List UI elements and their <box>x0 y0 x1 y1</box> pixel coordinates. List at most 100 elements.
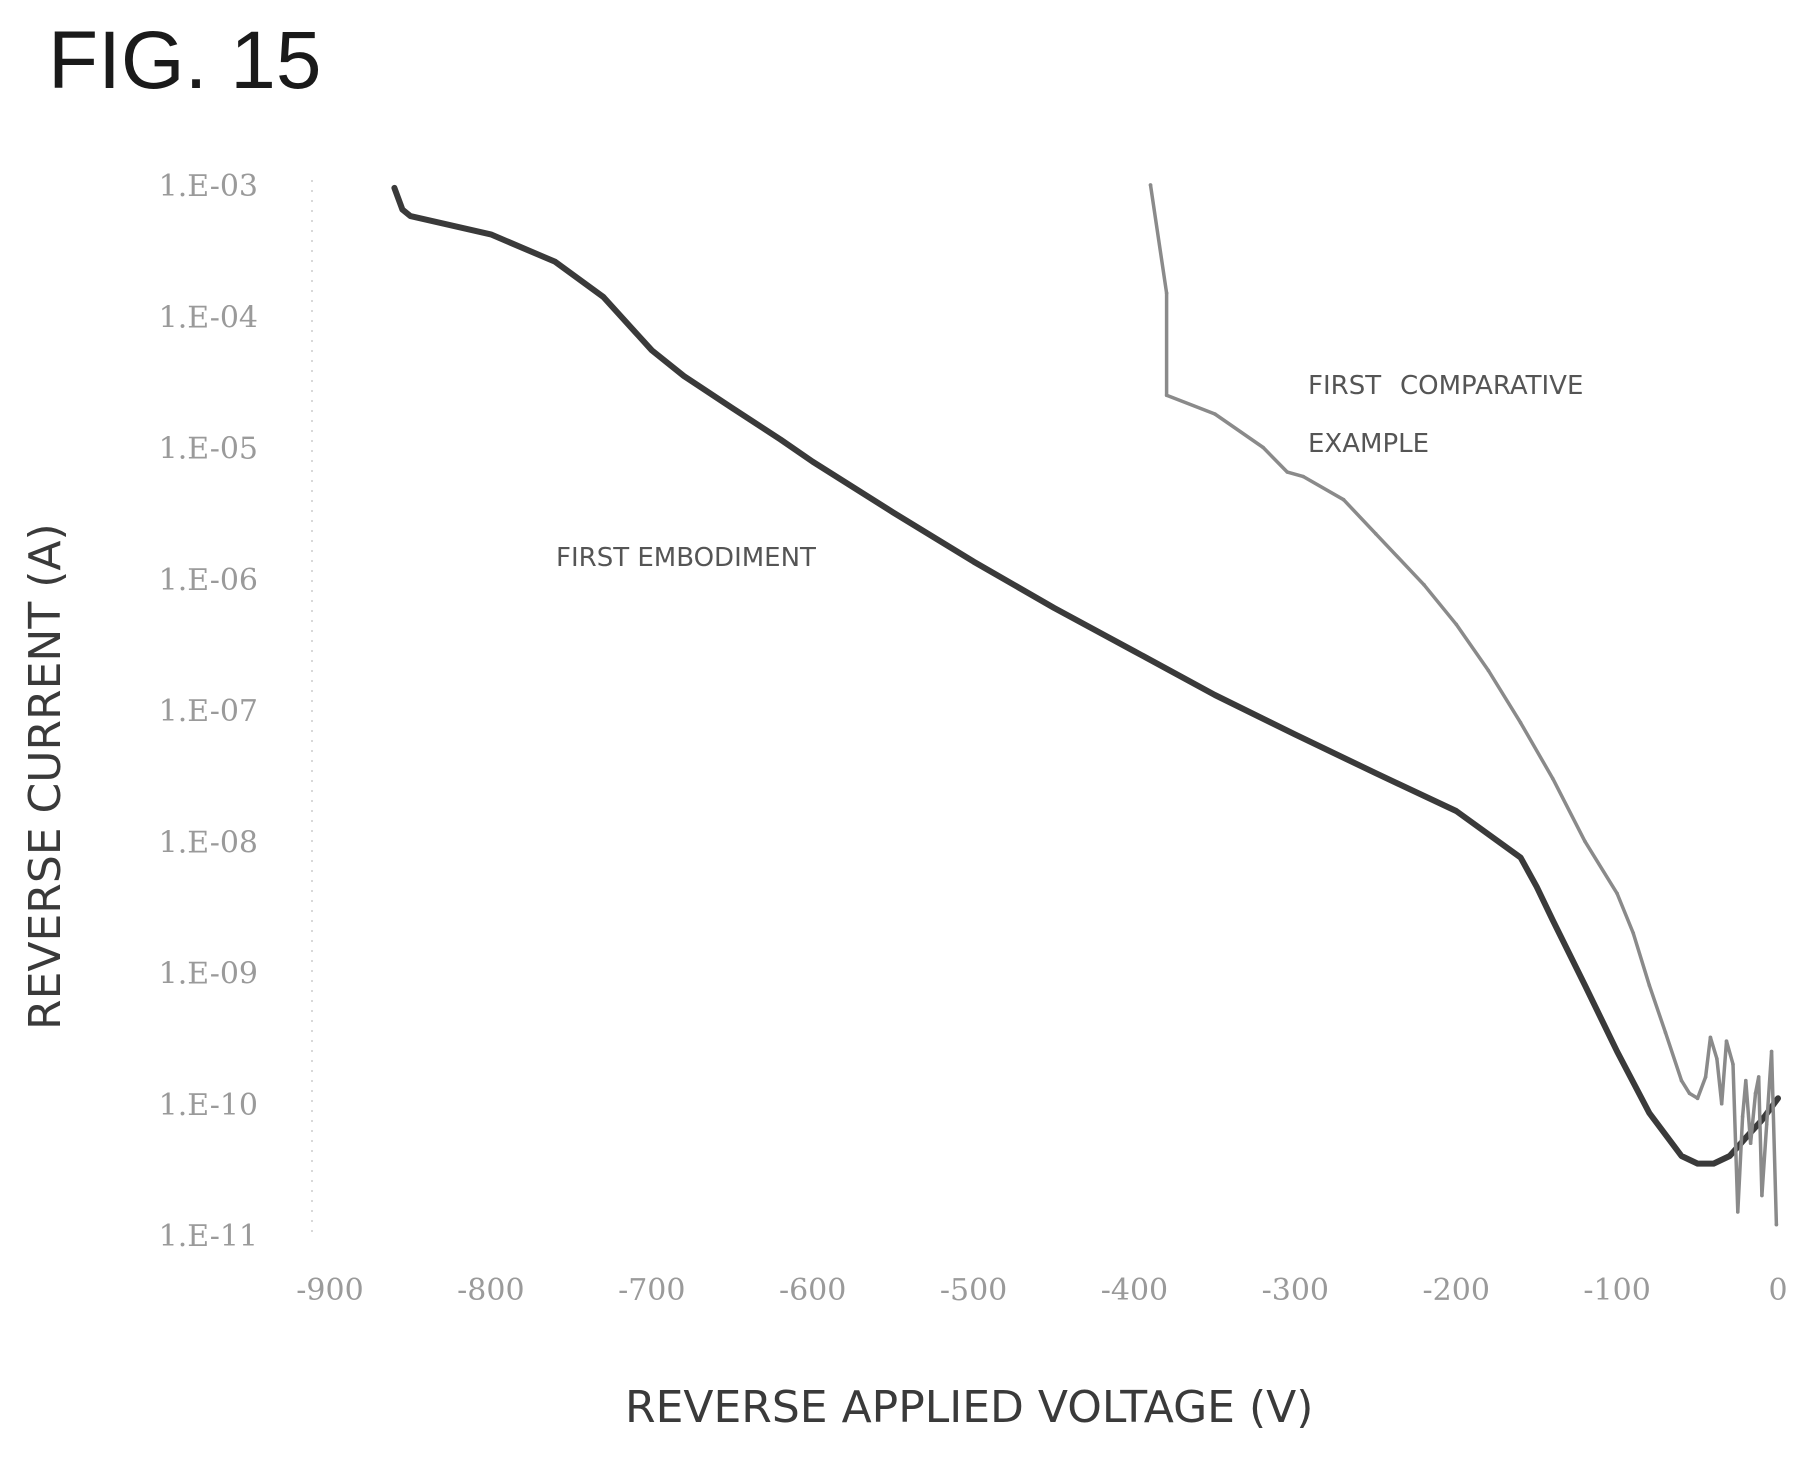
series-line-first-embodiment <box>391 184 1781 1167</box>
x-tick-label: -600 <box>779 1273 846 1308</box>
data-point <box>1756 1075 1761 1079</box>
data-point <box>1614 1049 1620 1055</box>
data-point <box>777 437 783 443</box>
y-tick-label: 1.E-04 <box>159 300 258 335</box>
data-point <box>1735 1210 1740 1214</box>
x-tick-label: 0 <box>1768 1273 1787 1308</box>
series-label: FIRST EMBODIMENT <box>556 543 816 573</box>
data-point <box>488 231 494 237</box>
data-point <box>1727 1153 1733 1159</box>
data-point <box>1740 1114 1745 1119</box>
data-point <box>399 207 405 213</box>
data-point <box>1341 497 1346 502</box>
data-point <box>1301 474 1306 479</box>
data-point <box>1775 1095 1781 1101</box>
data-point <box>1743 1135 1749 1141</box>
y-tick-label: 1.E-10 <box>159 1088 258 1123</box>
x-tick-label: -200 <box>1423 1273 1490 1308</box>
data-point <box>971 559 977 565</box>
y-tick-label: 1.E-08 <box>159 825 258 860</box>
x-tick-label: -300 <box>1262 1273 1329 1308</box>
series-label: COMPARATIVE <box>1400 371 1583 401</box>
data-point <box>1422 582 1426 587</box>
x-tick-label: -700 <box>618 1273 685 1308</box>
y-tick-labels: 1.E-03 1.E-04 1.E-05 1.E-06 1.E-07 1.E-08 1.E-… <box>159 169 258 1254</box>
y-tick-label: 1.E-07 <box>159 694 258 729</box>
y-tick-label: 1.E-05 <box>159 432 258 467</box>
data-point <box>1679 1078 1684 1083</box>
x-tick-label: -500 <box>940 1273 1007 1308</box>
data-point <box>1373 532 1378 536</box>
data-point <box>1744 1078 1748 1083</box>
data-point <box>1261 445 1265 450</box>
series-label: FIRST <box>1308 371 1381 401</box>
data-point <box>1164 393 1169 398</box>
data-point <box>1285 470 1290 474</box>
data-point <box>1719 1101 1724 1106</box>
data-point <box>1748 1141 1753 1146</box>
data-point <box>1663 1030 1668 1035</box>
x-tick-label: -100 <box>1583 1273 1650 1308</box>
x-tick-labels: -900 -800 -700 -600 -500 -400 -300 -200 -100 0 <box>296 1273 1787 1308</box>
data-point <box>1708 1035 1713 1040</box>
y-tick-label: 1.E-11 <box>159 1219 258 1254</box>
data-point <box>1646 1110 1652 1116</box>
data-point <box>1711 1161 1717 1167</box>
series-layer <box>391 183 1781 1227</box>
data-point <box>1764 1122 1769 1126</box>
data-point <box>1695 1096 1700 1101</box>
data-point <box>681 373 687 379</box>
data-point <box>552 259 558 265</box>
data-point <box>1753 1091 1758 1096</box>
data-point <box>1373 770 1379 776</box>
data-point <box>1715 1057 1719 1061</box>
data-point <box>1534 884 1540 890</box>
y-axis-label: REVERSE CURRENT (A) <box>20 523 71 1030</box>
data-point <box>1550 917 1556 923</box>
data-point <box>1518 855 1524 861</box>
data-point <box>1703 1075 1708 1079</box>
y-tick-label: 1.E-09 <box>159 957 258 992</box>
y-tick-label: 1.E-03 <box>159 169 258 204</box>
data-point <box>1769 1049 1774 1054</box>
data-point <box>391 185 397 191</box>
data-point <box>1518 720 1523 725</box>
x-tick-label: -800 <box>457 1273 524 1308</box>
data-point <box>601 294 607 300</box>
data-point <box>1292 732 1298 738</box>
series-line-first-comparative-example <box>1148 183 1779 1227</box>
data-point <box>1647 983 1652 988</box>
data-point <box>1687 1091 1692 1096</box>
annotation-layer: FIRST EMBODIMENT FIRST COMPARATIVE EXAMPLE <box>556 371 1583 573</box>
data-point <box>649 347 655 353</box>
figure-title: FIG. 15 <box>48 15 321 106</box>
data-point <box>1774 1222 1779 1227</box>
data-point <box>1453 808 1459 814</box>
data-point <box>1631 931 1635 935</box>
x-tick-label: -900 <box>296 1273 363 1308</box>
data-point <box>1731 1062 1735 1067</box>
x-tick-label: -400 <box>1101 1273 1168 1308</box>
data-point <box>407 213 413 219</box>
data-point <box>810 459 816 465</box>
data-point <box>890 509 896 515</box>
data-point <box>1213 412 1217 416</box>
data-point <box>1615 891 1619 896</box>
data-point <box>1454 622 1459 627</box>
data-point <box>1582 982 1588 988</box>
data-point <box>1550 776 1555 781</box>
x-axis-label: REVERSE APPLIED VOLTAGE (V) <box>625 1382 1313 1433</box>
data-point <box>1212 692 1218 698</box>
data-point <box>1486 668 1491 673</box>
data-point <box>633 330 639 336</box>
data-point <box>1164 291 1169 295</box>
data-point <box>1148 183 1153 187</box>
data-point <box>1678 1153 1684 1159</box>
y-tick-label: 1.E-06 <box>159 563 258 598</box>
plot-area: 1.E-03 1.E-04 1.E-05 1.E-06 1.E-07 1.E-08 1.E-… <box>159 169 1788 1308</box>
data-point <box>1051 605 1057 611</box>
data-point <box>729 405 735 411</box>
data-point <box>1724 1039 1729 1043</box>
data-point <box>1695 1161 1701 1167</box>
